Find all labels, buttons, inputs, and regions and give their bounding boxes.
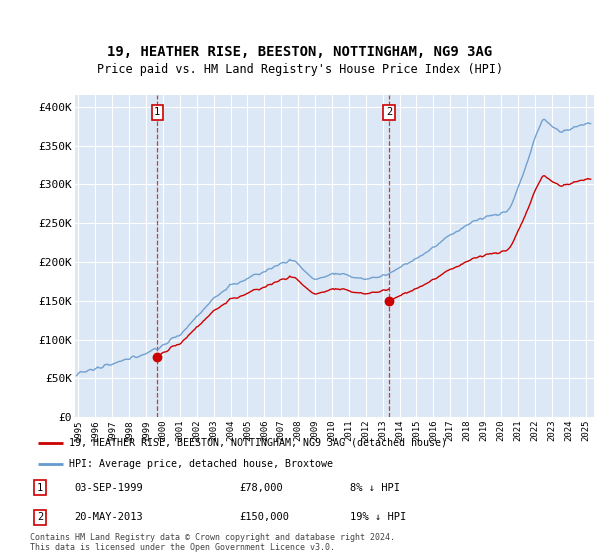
- Text: 19, HEATHER RISE, BEESTON, NOTTINGHAM, NG9 3AG (detached house): 19, HEATHER RISE, BEESTON, NOTTINGHAM, N…: [68, 438, 446, 448]
- Text: £150,000: £150,000: [240, 512, 290, 522]
- Text: 1: 1: [37, 483, 43, 493]
- Text: Price paid vs. HM Land Registry's House Price Index (HPI): Price paid vs. HM Land Registry's House …: [97, 63, 503, 76]
- Text: 2: 2: [386, 108, 392, 117]
- Text: 8% ↓ HPI: 8% ↓ HPI: [350, 483, 400, 493]
- Text: £78,000: £78,000: [240, 483, 284, 493]
- Text: 20-MAY-2013: 20-MAY-2013: [74, 512, 143, 522]
- Text: 03-SEP-1999: 03-SEP-1999: [74, 483, 143, 493]
- Text: 19, HEATHER RISE, BEESTON, NOTTINGHAM, NG9 3AG: 19, HEATHER RISE, BEESTON, NOTTINGHAM, N…: [107, 45, 493, 59]
- Text: Contains HM Land Registry data © Crown copyright and database right 2024.: Contains HM Land Registry data © Crown c…: [30, 533, 395, 542]
- Text: 2: 2: [37, 512, 43, 522]
- Point: [152, 352, 162, 361]
- Text: 19% ↓ HPI: 19% ↓ HPI: [350, 512, 406, 522]
- Text: This data is licensed under the Open Government Licence v3.0.: This data is licensed under the Open Gov…: [30, 543, 335, 552]
- Text: HPI: Average price, detached house, Broxtowe: HPI: Average price, detached house, Brox…: [68, 459, 332, 469]
- Point: [385, 296, 394, 305]
- Text: 1: 1: [154, 108, 160, 117]
